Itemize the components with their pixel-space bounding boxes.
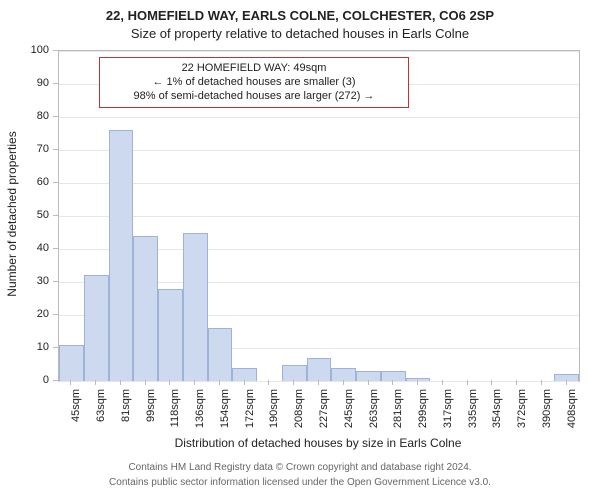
y-tick-label: 10: [0, 341, 49, 353]
x-tick-mark: [244, 380, 245, 385]
y-tick-label: 40: [0, 242, 49, 254]
x-tick-mark: [95, 380, 96, 385]
annotation-line: 98% of semi-detached houses are larger (…: [108, 90, 400, 104]
x-tick-mark: [467, 380, 468, 385]
histogram-bar: [331, 368, 356, 381]
grid-line: [59, 117, 579, 118]
x-tick-mark: [541, 380, 542, 385]
y-tick-label: 30: [0, 275, 49, 287]
y-tick-label: 60: [0, 176, 49, 188]
histogram-bar: [307, 358, 332, 381]
histogram-bar: [183, 233, 208, 382]
x-tick-label: 390sqm: [541, 389, 553, 439]
histogram-bar: [59, 345, 84, 381]
title-line-1: 22, HOMEFIELD WAY, EARLS COLNE, COLCHEST…: [0, 8, 600, 23]
x-tick-label: 227sqm: [318, 389, 330, 439]
histogram-bar: [232, 368, 257, 381]
plot-area: 22 HOMEFIELD WAY: 49sqm← 1% of detached …: [58, 50, 580, 382]
y-tick-mark: [53, 149, 58, 150]
histogram-bar: [109, 130, 134, 381]
x-tick-mark: [293, 380, 294, 385]
x-tick-mark: [392, 380, 393, 385]
y-tick-mark: [53, 83, 58, 84]
y-tick-mark: [53, 347, 58, 348]
x-tick-mark: [368, 380, 369, 385]
footer-line-2: Contains public sector information licen…: [0, 477, 600, 488]
x-tick-mark: [194, 380, 195, 385]
x-tick-label: 245sqm: [343, 389, 355, 439]
x-tick-mark: [442, 380, 443, 385]
grid-line: [59, 51, 579, 52]
histogram-bar: [356, 371, 381, 381]
title-line-2: Size of property relative to detached ho…: [0, 26, 600, 41]
y-tick-mark: [53, 281, 58, 282]
y-tick-label: 100: [0, 44, 49, 56]
x-tick-label: 208sqm: [293, 389, 305, 439]
y-tick-label: 80: [0, 110, 49, 122]
x-tick-label: 99sqm: [145, 389, 157, 439]
chart-container: 22, HOMEFIELD WAY, EARLS COLNE, COLCHEST…: [0, 0, 600, 500]
grid-line: [59, 150, 579, 151]
x-tick-label: 136sqm: [194, 389, 206, 439]
histogram-bar: [158, 289, 183, 381]
histogram-bar: [554, 374, 579, 381]
x-tick-mark: [70, 380, 71, 385]
y-tick-mark: [53, 215, 58, 216]
x-tick-mark: [516, 380, 517, 385]
x-tick-label: 172sqm: [244, 389, 256, 439]
x-tick-label: 81sqm: [120, 389, 132, 439]
histogram-bar: [84, 275, 109, 381]
y-tick-mark: [53, 248, 58, 249]
x-tick-label: 354sqm: [491, 389, 503, 439]
y-tick-label: 0: [0, 374, 49, 386]
y-tick-label: 90: [0, 77, 49, 89]
x-tick-label: 63sqm: [95, 389, 107, 439]
x-tick-mark: [491, 380, 492, 385]
grid-line: [59, 216, 579, 217]
grid-line: [59, 183, 579, 184]
x-tick-label: 45sqm: [70, 389, 82, 439]
x-tick-label: 317sqm: [442, 389, 454, 439]
x-tick-label: 263sqm: [368, 389, 380, 439]
x-tick-mark: [417, 380, 418, 385]
x-tick-mark: [566, 380, 567, 385]
x-tick-mark: [318, 380, 319, 385]
grid-line: [59, 381, 579, 382]
x-tick-mark: [120, 380, 121, 385]
x-tick-label: 154sqm: [219, 389, 231, 439]
annotation-box: 22 HOMEFIELD WAY: 49sqm← 1% of detached …: [99, 57, 409, 108]
x-tick-label: 372sqm: [516, 389, 528, 439]
x-axis-title: Distribution of detached houses by size …: [58, 436, 578, 450]
x-tick-label: 335sqm: [467, 389, 479, 439]
y-tick-label: 20: [0, 308, 49, 320]
y-tick-label: 70: [0, 143, 49, 155]
y-tick-label: 50: [0, 209, 49, 221]
x-tick-mark: [343, 380, 344, 385]
y-tick-mark: [53, 50, 58, 51]
footer-line-1: Contains HM Land Registry data © Crown c…: [0, 462, 600, 473]
x-tick-label: 118sqm: [169, 389, 181, 439]
x-tick-mark: [268, 380, 269, 385]
x-tick-mark: [169, 380, 170, 385]
x-tick-mark: [145, 380, 146, 385]
x-tick-label: 299sqm: [417, 389, 429, 439]
y-tick-mark: [53, 116, 58, 117]
y-tick-mark: [53, 182, 58, 183]
annotation-line: ← 1% of detached houses are smaller (3): [108, 76, 400, 90]
x-tick-label: 408sqm: [566, 389, 578, 439]
y-tick-mark: [53, 380, 58, 381]
y-tick-mark: [53, 314, 58, 315]
x-tick-mark: [219, 380, 220, 385]
histogram-bar: [208, 328, 233, 381]
histogram-bar: [282, 365, 307, 382]
histogram-bar: [133, 236, 158, 381]
x-tick-label: 190sqm: [268, 389, 280, 439]
annotation-line: 22 HOMEFIELD WAY: 49sqm: [108, 62, 400, 76]
x-tick-label: 281sqm: [392, 389, 404, 439]
